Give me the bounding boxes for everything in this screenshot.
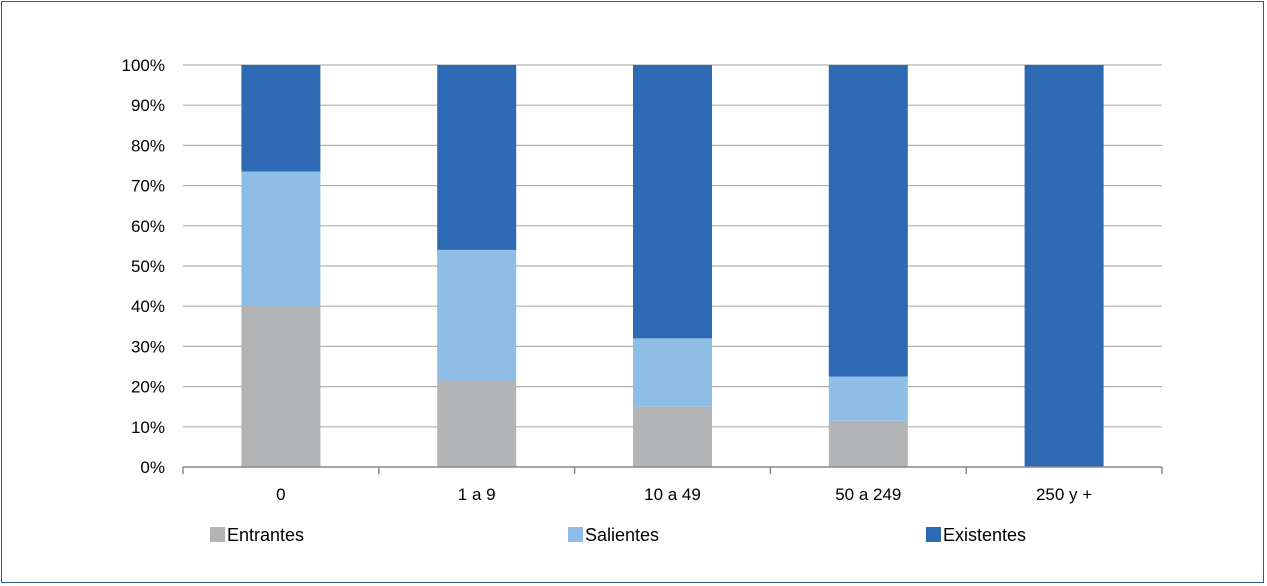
y-tick-label: 60% xyxy=(131,217,165,236)
legend-label: Entrantes xyxy=(227,525,304,545)
y-tick-label: 80% xyxy=(131,136,165,155)
bar-segment-salientes xyxy=(633,338,712,407)
legend-label: Salientes xyxy=(585,525,659,545)
y-tick-label: 0% xyxy=(140,458,165,477)
bar-segment-entrantes xyxy=(633,406,712,467)
y-axis-ticks: 0% 10% 20% 30% 40% 50% 60% 70% 80% 90% 100% xyxy=(122,56,165,477)
bar-segment-existentes xyxy=(828,65,908,377)
x-tick-label: 10 a 49 xyxy=(644,485,701,504)
y-tick-label: 70% xyxy=(131,177,165,196)
y-tick-label: 20% xyxy=(131,378,165,397)
bar-segment-existentes xyxy=(1024,65,1104,467)
y-tick-label: 10% xyxy=(131,418,165,437)
legend: Entrantes Salientes Existentes xyxy=(210,525,1026,545)
y-tick-label: 30% xyxy=(131,337,165,356)
x-tick-label: 50 a 249 xyxy=(835,485,901,504)
x-tick-label: 0 xyxy=(276,485,285,504)
legend-item-salientes: Salientes xyxy=(568,525,659,545)
bar-segment-existentes xyxy=(241,65,321,172)
x-axis-labels: 0 1 a 9 10 a 49 50 a 249 250 y + xyxy=(276,485,1092,504)
bar-segment-existentes xyxy=(633,65,712,339)
y-tick-label: 90% xyxy=(131,96,165,115)
bar-segment-entrantes xyxy=(437,380,517,467)
bar-segment-entrantes xyxy=(828,420,908,467)
bar-segment-salientes xyxy=(828,376,908,421)
legend-item-existentes: Existentes xyxy=(926,525,1026,545)
y-tick-label: 50% xyxy=(131,257,165,276)
legend-swatch xyxy=(210,527,225,542)
bar-segment-entrantes xyxy=(241,306,321,467)
legend-item-entrantes: Entrantes xyxy=(210,525,304,545)
y-tick-label: 40% xyxy=(131,297,165,316)
x-tick-label: 1 a 9 xyxy=(458,485,496,504)
x-tick-label: 250 y + xyxy=(1036,485,1092,504)
legend-swatch xyxy=(568,527,583,542)
legend-swatch xyxy=(926,527,941,542)
x-axis xyxy=(182,466,1163,474)
bars xyxy=(241,65,1104,467)
bar-segment-salientes xyxy=(241,171,321,307)
bar-segment-existentes xyxy=(437,65,517,250)
legend-label: Existentes xyxy=(943,525,1026,545)
bar-segment-salientes xyxy=(437,249,517,381)
y-tick-label: 100% xyxy=(122,56,165,75)
